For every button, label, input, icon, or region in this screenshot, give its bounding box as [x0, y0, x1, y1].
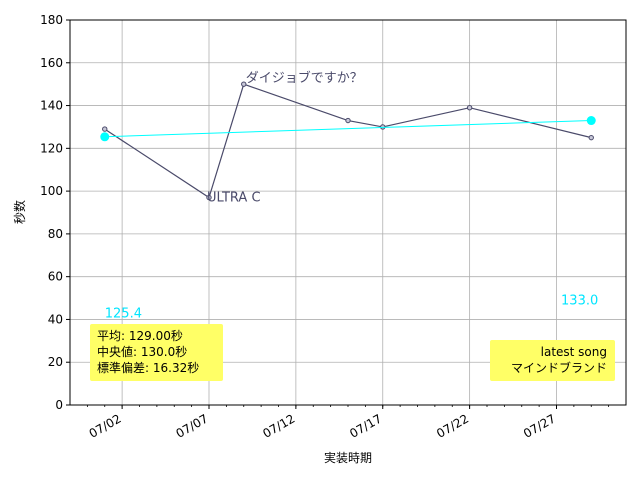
- latest-label: latest song: [541, 345, 607, 359]
- annotation-label: ダイジョブですか？: [246, 70, 363, 86]
- latest-box-background: [490, 340, 615, 381]
- plot-frame: [69, 19, 627, 406]
- x-tick-label: 07/22: [434, 411, 471, 440]
- x-tick-label: 07/02: [87, 411, 124, 440]
- data-point: [102, 126, 108, 132]
- y-tick-label: 160: [40, 56, 63, 70]
- main-series-line: [104, 83, 592, 199]
- data-point: [345, 117, 351, 124]
- annotation-label: 133.0: [561, 293, 598, 308]
- y-tick-label: 140: [40, 99, 63, 113]
- trend-line: [104, 120, 592, 138]
- x-tick-label: 07/17: [347, 411, 384, 440]
- annotations-layer: ダイジョブですか？ ULTRA C 125.4 133.0: [105, 70, 599, 321]
- y-axis-ticks: 0 20 40 60 80 100 120 140 160 180: [40, 13, 70, 412]
- y-tick-label: 20: [48, 355, 63, 369]
- y-tick-label: 40: [48, 312, 63, 326]
- latest-box: latest song マインドブランド: [490, 340, 615, 381]
- stats-median: 中央値: 130.0秒: [97, 344, 187, 359]
- x-tick-label: 07/07: [174, 411, 211, 440]
- stats-box: 平均: 129.00秒 中央値: 130.0秒 標準偏差: 16.32秒: [90, 324, 223, 381]
- data-point: [466, 104, 473, 111]
- stats-mean: 平均: 129.00秒: [97, 329, 183, 343]
- y-axis-title: 秒数: [12, 200, 27, 224]
- latest-song-name: マインドブランド: [511, 360, 607, 375]
- y-tick-label: 0: [55, 398, 63, 412]
- x-axis-title: 実装時期: [324, 450, 372, 465]
- y-tick-label: 80: [48, 227, 63, 241]
- x-tick-label: 07/12: [260, 411, 297, 440]
- data-point: [206, 194, 212, 201]
- series-layer: [100, 81, 596, 201]
- grid-lines: [70, 19, 626, 406]
- annotation-label: ULTRA C: [207, 191, 261, 206]
- y-tick-label: 120: [40, 141, 63, 155]
- x-tick-label: 07/27: [521, 411, 558, 440]
- x-axis-ticks: 07/02 07/07 07/12 07/17 07/22 07/27: [87, 405, 610, 441]
- y-tick-label: 100: [40, 184, 63, 198]
- trend-endpoint: [586, 116, 596, 126]
- data-point: [241, 81, 247, 87]
- y-tick-label: 180: [40, 13, 63, 27]
- data-point: [588, 134, 594, 141]
- y-tick-label: 60: [48, 270, 63, 284]
- stats-stddev: 標準偏差: 16.32秒: [97, 360, 199, 375]
- annotation-label: 125.4: [105, 306, 142, 321]
- stats-box-background: [90, 324, 223, 381]
- trend-endpoint: [100, 132, 110, 142]
